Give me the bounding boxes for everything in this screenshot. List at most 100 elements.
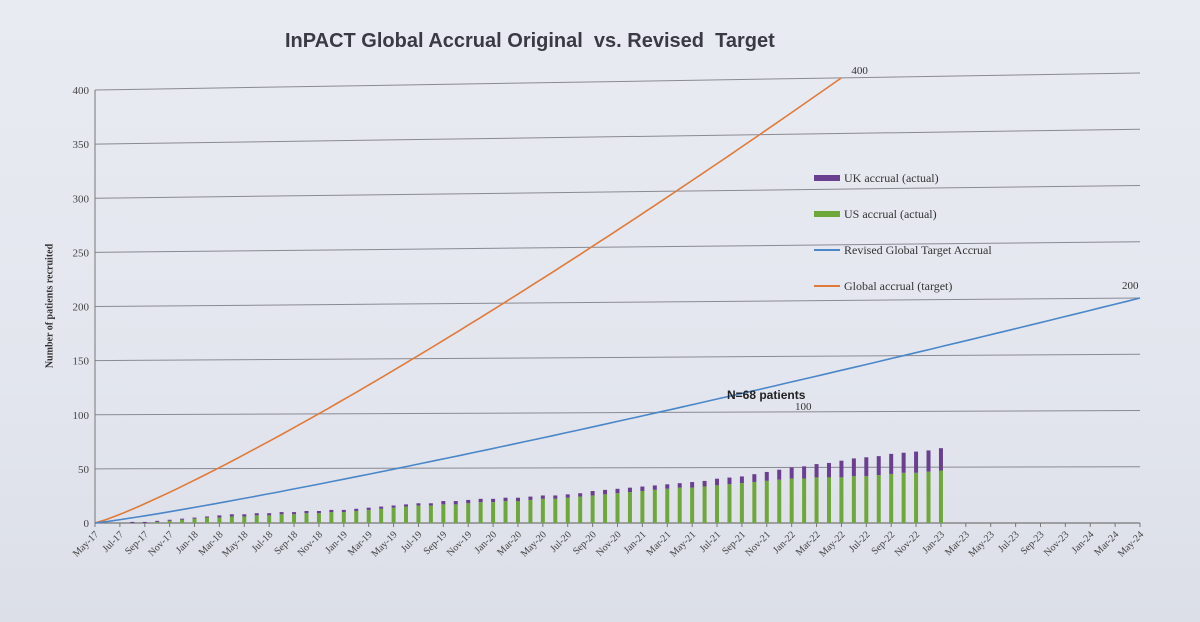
uk-accrual-bar (180, 518, 185, 520)
uk-accrual-bar (839, 460, 844, 478)
us-accrual-bar (416, 505, 421, 523)
uk-accrual-bar (889, 453, 894, 474)
uk-accrual-bar (578, 493, 583, 497)
x-tick-label: Nov-21 (744, 529, 773, 558)
us-accrual-bar (217, 517, 222, 523)
y-tick-label: 350 (73, 139, 90, 151)
uk-accrual-bar (466, 499, 471, 504)
x-tick-label: Nov-20 (594, 529, 623, 558)
us-accrual-bar (690, 487, 695, 523)
annotation-n68: N=68 patients (727, 388, 806, 402)
uk-accrual-bar (739, 476, 744, 484)
uk-accrual-bar (453, 501, 458, 505)
uk-accrual-bar (640, 486, 645, 491)
uk-accrual-bar (267, 513, 272, 516)
uk-accrual-bar (590, 491, 595, 496)
revised-target-line (94, 297, 1141, 524)
us-accrual-bar (826, 477, 831, 523)
us-accrual-bar (677, 487, 682, 523)
uk-accrual-bar (428, 503, 433, 506)
x-tick-label: Jan-24 (1070, 529, 1097, 556)
legend-swatch-uk (814, 175, 840, 181)
x-tick-label: Sep-21 (720, 529, 748, 557)
uk-accrual-bar (292, 512, 297, 515)
uk-accrual-bar (864, 457, 869, 477)
us-accrual-bar (304, 513, 309, 523)
y-tick-label: 300 (73, 193, 90, 205)
us-accrual-bar (391, 507, 396, 523)
uk-accrual-bar (677, 483, 682, 488)
uk-accrual-bar (416, 503, 421, 506)
uk-accrual-bar (901, 452, 906, 473)
legend-item-us: US accrual (actual) (814, 196, 992, 232)
us-accrual-bar (503, 501, 508, 523)
us-accrual-bar (515, 501, 520, 523)
chart-title: InPACT Global Accrual Original vs. Revis… (285, 30, 775, 52)
us-accrual-bar (615, 493, 620, 523)
x-tick-label: Sep-23 (1019, 529, 1047, 557)
us-accrual-bar (428, 505, 433, 523)
uk-accrual-bar (379, 506, 384, 509)
x-tick-label: Jan-20 (473, 529, 500, 556)
x-tick-label: Nov-18 (296, 529, 325, 558)
us-accrual-bar (540, 498, 545, 523)
us-accrual-bar (341, 512, 346, 523)
uk-accrual-bar (142, 521, 147, 523)
x-tick-label: May-20 (519, 529, 549, 559)
chart-legend: UK accrual (actual) US accrual (actual) … (814, 160, 992, 304)
us-accrual-bar (528, 499, 533, 523)
us-accrual-bar (640, 490, 645, 523)
uk-accrual-bar (727, 477, 732, 485)
us-accrual-bar (254, 515, 259, 523)
uk-accrual-bar (876, 456, 881, 476)
x-tick-label: Jul-19 (399, 529, 424, 554)
us-accrual-bar (167, 520, 172, 523)
uk-accrual-bar (404, 504, 409, 507)
x-tick-label: Jul-18 (250, 529, 275, 554)
us-accrual-bar (665, 488, 670, 523)
y-tick-label: 0 (84, 518, 90, 530)
uk-accrual-bar (217, 515, 222, 518)
us-accrual-bar (565, 497, 570, 523)
gridline (94, 128, 1141, 145)
us-accrual-bar (404, 506, 409, 523)
us-accrual-bar (864, 476, 869, 523)
us-accrual-bar (242, 516, 247, 523)
legend-swatch-revised (814, 249, 840, 251)
us-accrual-bar (354, 510, 359, 523)
uk-accrual-bar (279, 512, 284, 515)
us-accrual-bar (627, 492, 632, 523)
y-tick-label: 150 (73, 356, 90, 368)
x-tick-label: Nov-22 (893, 529, 922, 558)
us-accrual-bar (292, 514, 297, 523)
uk-accrual-bar (366, 507, 371, 510)
uk-accrual-bar (565, 494, 570, 498)
us-accrual-bar (316, 513, 321, 523)
us-accrual-bar (229, 516, 234, 523)
uk-accrual-bar (229, 514, 234, 517)
uk-accrual-bar (814, 464, 819, 478)
uk-accrual-bar (192, 517, 197, 519)
uk-accrual-bar (540, 495, 545, 499)
uk-accrual-bar (615, 488, 620, 494)
y-tick-label: 400 (73, 85, 90, 97)
x-tick-label: May-23 (967, 529, 997, 559)
uk-accrual-bar (702, 480, 707, 487)
x-tick-label: Jan-23 (920, 529, 947, 556)
uk-accrual-bar (752, 474, 757, 482)
uk-accrual-bar (652, 485, 657, 490)
us-accrual-bar (366, 509, 371, 523)
gridline (94, 466, 1141, 470)
x-tick-label: Sep-18 (272, 529, 300, 557)
y-tick-label: 50 (78, 464, 90, 476)
x-tick-label: Nov-23 (1042, 529, 1071, 558)
x-tick-label: Jan-22 (771, 529, 798, 556)
x-tick-label: Jan-21 (622, 529, 649, 556)
uk-accrual-bar (802, 466, 807, 479)
legend-item-global: Global accrual (target) (814, 268, 992, 304)
us-accrual-bar (851, 476, 856, 523)
us-accrual-bar (901, 472, 906, 523)
x-tick-label: Jul-17 (101, 529, 126, 554)
